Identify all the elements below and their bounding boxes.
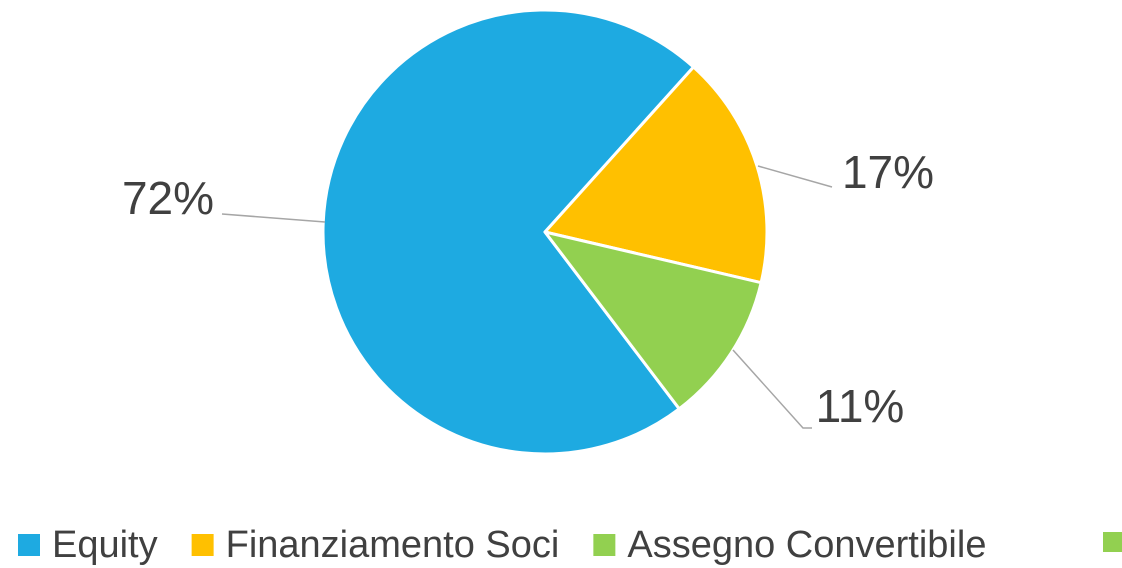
pie-slice	[321, 8, 696, 456]
value-label: 72%	[122, 172, 214, 224]
legend-label: Assegno Convertibile	[627, 524, 986, 566]
value-label: 17%	[842, 146, 934, 198]
legend-swatch	[593, 534, 616, 556]
leader-line	[757, 165, 833, 188]
legend-swatch-cut	[1103, 532, 1122, 552]
legend-label: Equity	[52, 524, 158, 566]
pie-slice	[543, 230, 763, 411]
value-label: 11%	[816, 380, 905, 432]
legend-swatch	[18, 534, 40, 556]
pie-slice	[543, 65, 769, 285]
leader-line	[221, 213, 326, 223]
legend-label: Finanziamento Soci	[226, 524, 560, 566]
legend-swatch	[191, 534, 214, 556]
leader-line	[732, 349, 812, 429]
